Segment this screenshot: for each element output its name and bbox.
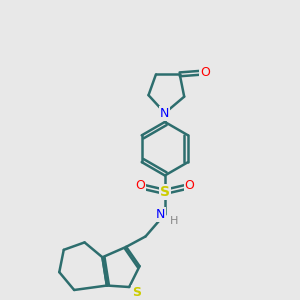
Text: O: O <box>184 179 194 192</box>
Text: N: N <box>160 106 169 119</box>
Text: H: H <box>170 216 178 226</box>
Text: O: O <box>135 179 145 192</box>
Text: S: S <box>132 286 141 299</box>
Text: N: N <box>156 208 165 220</box>
Text: S: S <box>160 185 170 199</box>
Text: O: O <box>200 66 210 80</box>
